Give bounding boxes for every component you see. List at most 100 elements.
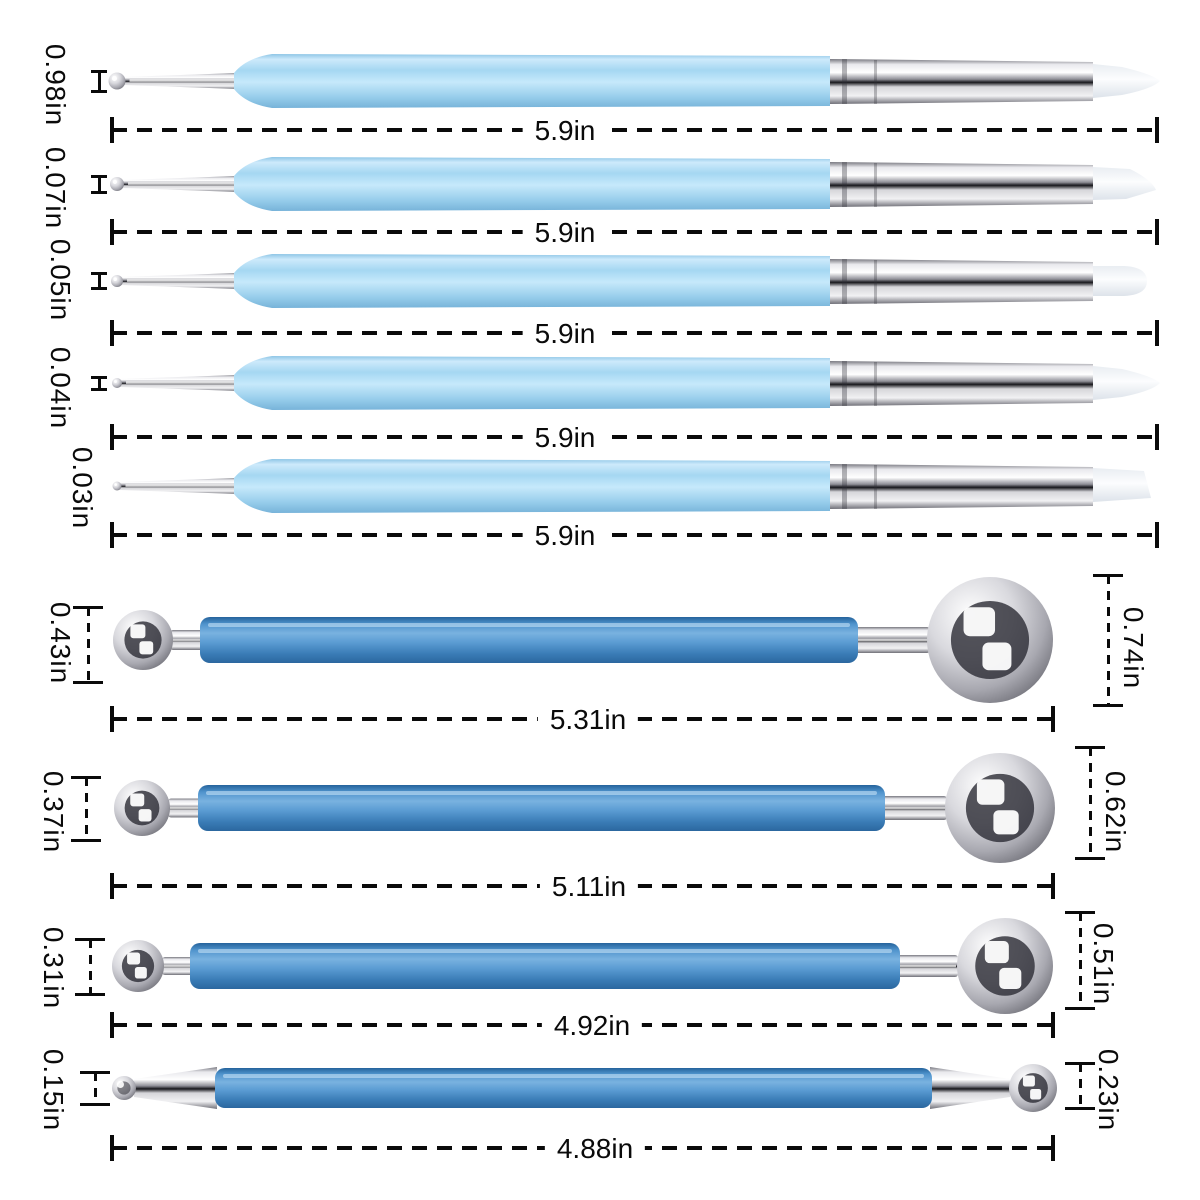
length-dimension-line xyxy=(112,331,1157,335)
length-label: 5.9in xyxy=(522,114,608,148)
stylus-ball-tip xyxy=(110,177,124,191)
silicone-tip xyxy=(1093,167,1156,200)
small-ball-diameter-label: 0.43in xyxy=(45,601,76,685)
tip-diameter-label: 0.04in xyxy=(45,346,76,430)
small-ball-diameter-bracket-tick xyxy=(80,1070,110,1074)
large-ball-diameter-label: 0.23in xyxy=(1093,1048,1124,1132)
tip-diameter-label: 0.05in xyxy=(45,238,76,322)
stylus-ball-tip xyxy=(112,481,122,491)
stylus-ball-tip xyxy=(112,378,122,388)
dimension-end-tick xyxy=(110,1135,114,1161)
large-ball-diameter-bracket-tick xyxy=(1093,573,1123,577)
tip-diameter-bracket xyxy=(97,71,101,91)
pen-ferrule xyxy=(830,361,1093,406)
large-ball-diameter-bracket xyxy=(1078,1063,1082,1108)
tip-diameter-bracket xyxy=(97,273,101,288)
small-ball-diameter-label: 0.31in xyxy=(38,926,69,1010)
length-label: 5.9in xyxy=(522,317,608,351)
dimension-end-tick xyxy=(1155,522,1159,548)
silicone-tip xyxy=(1093,266,1147,296)
tip-diameter-label: 0.98in xyxy=(40,43,71,127)
tip-diameter-label: 0.03in xyxy=(67,446,98,530)
dimension-end-tick xyxy=(110,706,114,732)
pen-body xyxy=(234,157,830,211)
dimension-end-tick xyxy=(1155,424,1159,450)
metal-taper xyxy=(134,1067,217,1109)
pen-body xyxy=(234,54,830,108)
dimension-end-tick xyxy=(110,873,114,899)
large-ball-diameter-bracket-tick xyxy=(1065,910,1095,914)
length-label: 5.9in xyxy=(522,216,608,250)
length-label: 5.9in xyxy=(522,421,608,455)
small-ball-diameter-bracket-tick xyxy=(80,1102,110,1106)
large-ball-diameter-bracket-tick xyxy=(1093,703,1123,707)
small-ball-diameter-bracket-tick xyxy=(71,838,101,842)
dimension-end-tick xyxy=(110,219,114,245)
small-ball-diameter-bracket-tick xyxy=(75,992,105,996)
dimension-end-tick xyxy=(1155,219,1159,245)
dotting-pen-illustration xyxy=(88,438,1173,534)
length-label: 5.11in xyxy=(539,870,639,904)
dotting-pen-illustration xyxy=(88,233,1173,329)
tip-diameter-bracket-tick xyxy=(91,387,107,391)
tip-diameter-bracket-tick xyxy=(91,89,107,93)
dimension-end-tick xyxy=(1051,1135,1055,1161)
dotting-pen-illustration xyxy=(88,136,1173,232)
small-ball-diameter-label: 0.37in xyxy=(38,770,69,854)
dimension-end-tick xyxy=(110,320,114,346)
stylus-handle xyxy=(190,943,900,989)
tip-diameter-bracket-tick xyxy=(91,286,107,290)
dimension-end-tick xyxy=(110,424,114,450)
dimension-end-tick xyxy=(1155,117,1159,143)
large-ball-diameter-bracket-tick xyxy=(1065,1006,1095,1010)
large-ball-diameter-label: 0.51in xyxy=(1088,922,1119,1006)
large-ball-diameter-label: 0.62in xyxy=(1100,770,1131,854)
ball-stylus-illustration xyxy=(50,730,1190,886)
length-label: 4.88in xyxy=(544,1132,646,1166)
pen-ferrule xyxy=(830,162,1093,207)
ball-stylus-illustration xyxy=(50,1010,1190,1166)
length-label: 5.31in xyxy=(537,703,639,737)
tip-diameter-label: 0.07in xyxy=(40,146,71,230)
large-ball-diameter-label: 0.74in xyxy=(1118,606,1149,690)
stylus-ball-tip xyxy=(111,275,123,287)
length-dimension-line xyxy=(112,128,1157,132)
large-ball-diameter-bracket xyxy=(1106,575,1110,705)
large-ball-diameter-bracket-tick xyxy=(1065,1106,1095,1110)
large-ball-diameter-bracket-tick xyxy=(1065,1061,1095,1065)
dimension-end-tick xyxy=(110,522,114,548)
tip-diameter-bracket xyxy=(97,377,101,389)
pen-ferrule xyxy=(830,259,1093,304)
ball-stylus-illustration xyxy=(50,888,1190,1044)
tip-diameter-bracket-tick xyxy=(91,69,107,73)
dotting-pen-illustration xyxy=(88,335,1173,431)
dotting-pen-illustration xyxy=(88,33,1173,129)
pen-body xyxy=(234,356,830,410)
metal-taper xyxy=(930,1067,1010,1109)
stylus-handle xyxy=(198,785,885,831)
ball-stylus-illustration xyxy=(50,562,1190,718)
small-ball-diameter-bracket-tick xyxy=(71,775,101,779)
tip-diameter-bracket-tick xyxy=(91,375,107,379)
large-ball-diameter-bracket-tick xyxy=(1075,745,1105,749)
large-ball-diameter-bracket xyxy=(1078,912,1082,1008)
dimension-end-tick xyxy=(110,117,114,143)
pen-ferrule xyxy=(830,59,1093,104)
length-dimension-line xyxy=(112,435,1157,439)
silicone-tip xyxy=(1093,468,1151,502)
dimension-end-tick xyxy=(1155,320,1159,346)
small-ball-diameter-bracket-tick xyxy=(73,605,103,609)
stylus-ball-tip xyxy=(108,72,126,90)
large-ball-diameter-bracket-tick xyxy=(1075,856,1105,860)
length-label: 5.9in xyxy=(522,519,608,553)
dimension-end-tick xyxy=(1051,1012,1055,1038)
small-ball-diameter-bracket-tick xyxy=(73,680,103,684)
silicone-tip xyxy=(1093,64,1160,98)
small-ball-diameter-label: 0.15in xyxy=(38,1048,69,1132)
pen-body xyxy=(234,254,830,308)
small-ball-diameter-bracket-tick xyxy=(75,937,105,941)
dimension-end-tick xyxy=(1051,873,1055,899)
tip-diameter-bracket xyxy=(97,176,101,192)
pen-body xyxy=(234,459,830,513)
